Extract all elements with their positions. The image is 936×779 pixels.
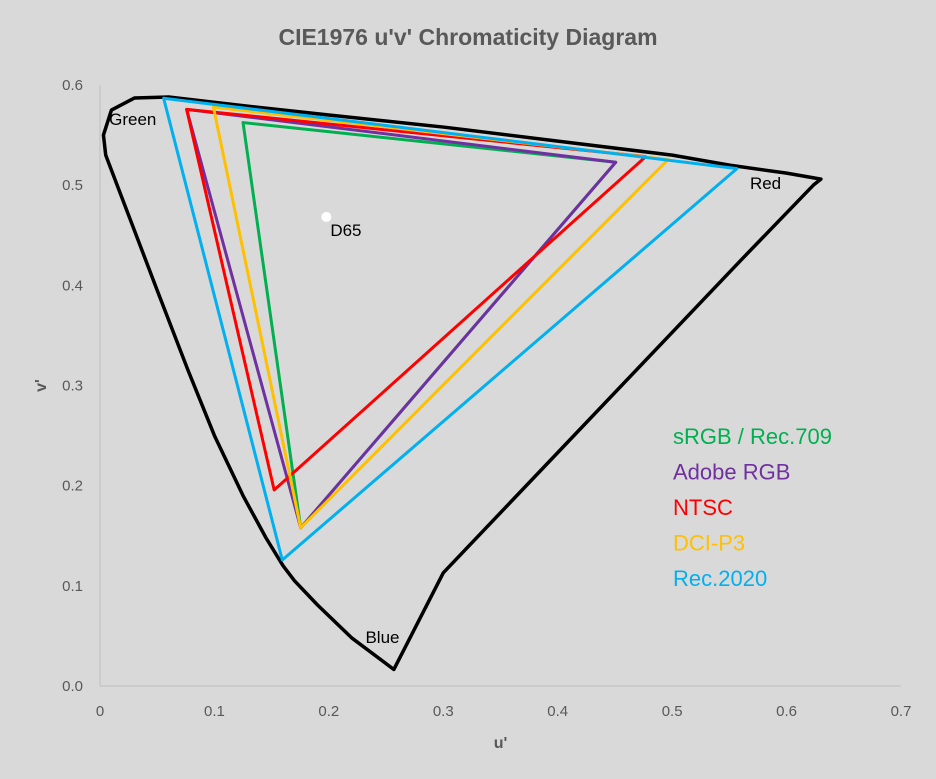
y-tick-label: 0.5 [62, 177, 83, 194]
y-tick-label: 0.1 [62, 578, 83, 595]
legend: sRGB / Rec.709 Adobe RGB NTSC DCI-P3 Rec.202… [673, 424, 832, 591]
y-tick-label: 0.0 [62, 678, 83, 695]
gamut-dci-p3 [211, 105, 670, 530]
y-axis-ticks: 0.0 0.1 0.2 0.3 0.4 0.5 0.6 [62, 77, 83, 695]
annotation-red: Red [750, 174, 781, 193]
d65-label: D65 [330, 221, 361, 240]
x-tick-label: 0.3 [433, 703, 454, 720]
y-tick-label: 0.3 [62, 378, 83, 395]
x-tick-label: 0.2 [318, 703, 339, 720]
plot-area: 0 0.1 0.2 0.3 0.4 0.5 0.6 0.7 0.00.10.20.30.40.… [62, 77, 911, 720]
y-tick-label: 0.2 [62, 478, 83, 495]
x-tick-label: 0.5 [662, 703, 683, 720]
x-tick-label: 0.4 [547, 703, 568, 720]
gamut-triangles [162, 96, 739, 562]
y-axis-label: v' [33, 379, 50, 392]
y-tick-label: 0.4 [62, 277, 83, 294]
gamut-ntsc [185, 107, 648, 492]
annotation-green: Green [109, 110, 156, 129]
x-axis-ticks: 0 0.1 0.2 0.3 0.4 0.5 0.6 0.7 [96, 703, 912, 720]
chart-title: CIE1976 u'v' Chromaticity Diagram [278, 24, 657, 50]
x-tick-label: 0.7 [891, 703, 912, 720]
gamut-rec-2020 [162, 96, 739, 562]
y-tick-label: 0.6 [62, 77, 83, 94]
x-axis-label: u' [494, 735, 508, 752]
legend-item-srgb-rec-709: sRGB / Rec.709 [673, 424, 832, 449]
annotation-blue: Blue [365, 628, 399, 647]
x-tick-label: 0.6 [776, 703, 797, 720]
legend-item-rec-2020: Rec.2020 [673, 566, 767, 591]
x-tick-label: 0 [96, 703, 104, 720]
legend-item-adobe-rgb: Adobe RGB [673, 460, 790, 485]
x-tick-label: 0.1 [204, 703, 225, 720]
annotations: Green Red Blue [109, 110, 781, 647]
d65-white-point [321, 211, 332, 222]
legend-item-ntsc: NTSC [673, 495, 733, 520]
legend-item-dci-p3: DCI-P3 [673, 531, 745, 556]
spectral-locus [101, 95, 823, 672]
gamut-adobe-rgb [185, 107, 618, 530]
